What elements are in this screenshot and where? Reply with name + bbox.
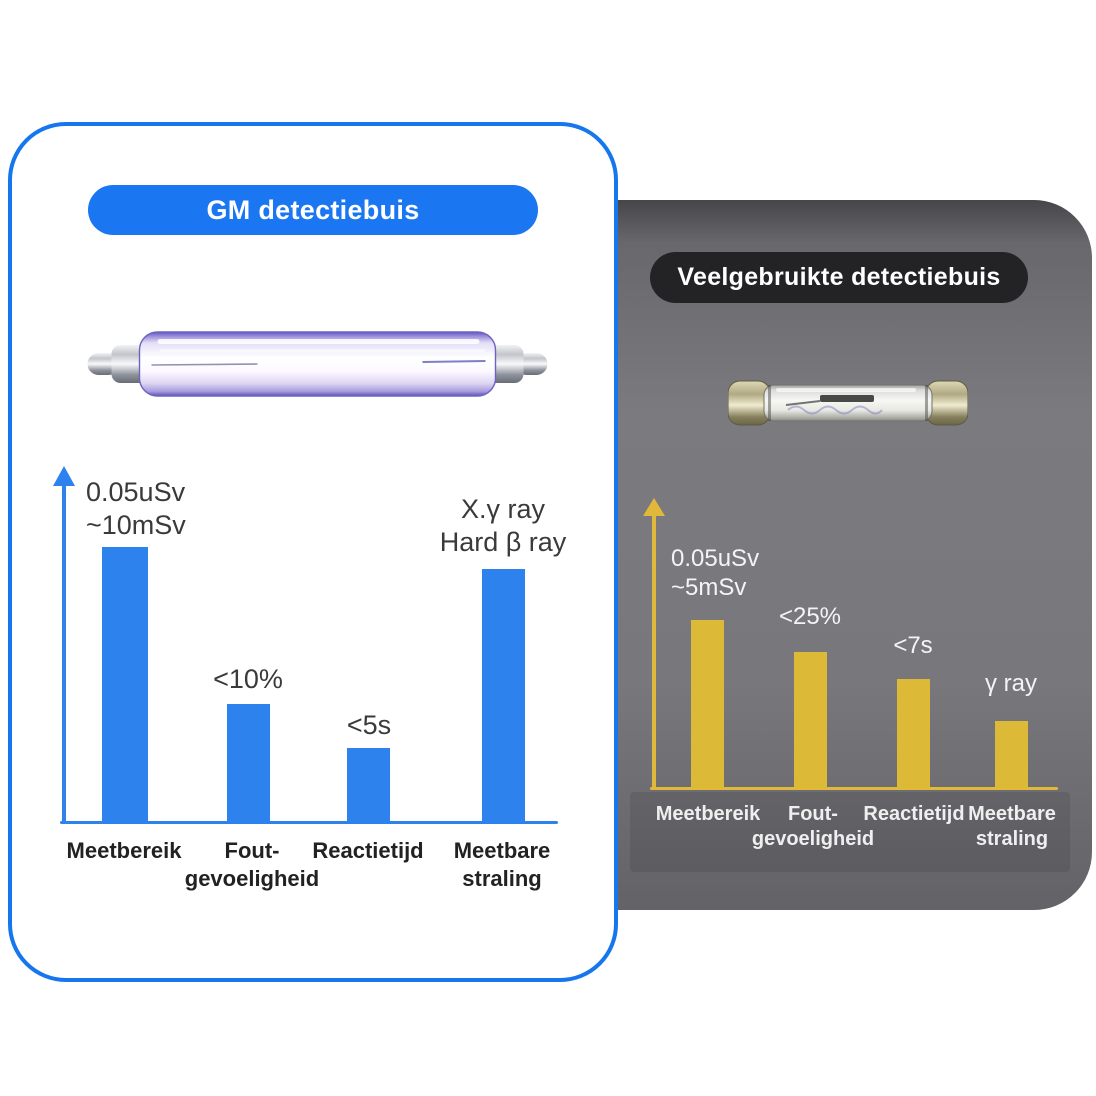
value-label-meetbereik-common: 0.05uSv ~5mSv <box>671 545 760 602</box>
right-panel-title: Veelgebruikte detectiebuis <box>677 263 1001 291</box>
value-label-reactietijd-gm: <5s <box>346 710 392 740</box>
category-foutgevoeligheid-common: Fout- gevoeligheid <box>751 803 875 850</box>
bar-meetbare-straling-gm <box>482 547 525 822</box>
category-reactietijd-common: Reactietijd <box>863 803 965 825</box>
category-meetbereik-gm: Meetbereik <box>66 838 182 863</box>
left-x-axis-line <box>60 821 558 824</box>
bar-meetbereik-gm <box>102 547 148 822</box>
value-label-foutgevoeligheid-gm: <10% <box>213 664 283 694</box>
bar-foutgevoeligheid-gm <box>227 547 270 822</box>
bar-foutgevoeligheid-common <box>794 620 827 788</box>
left-y-axis-arrow-icon <box>53 466 75 486</box>
value-label-meetbereik-gm: 0.05uSv ~10mSv <box>86 477 186 540</box>
right-y-axis-arrow-icon <box>643 498 665 516</box>
category-meetbare-straling-common: Meetbare straling <box>968 803 1056 850</box>
bar-reactietijd-gm <box>347 547 390 822</box>
category-meetbereik-common: Meetbereik <box>655 803 761 825</box>
bar-reactietijd-common <box>897 620 930 788</box>
bar-meetbare-straling-common <box>995 620 1028 788</box>
left-panel-title: GM detectiebuis <box>206 194 420 225</box>
gm-tube-illustration <box>87 331 548 397</box>
right-y-axis-line <box>652 514 656 789</box>
value-label-reactietijd-common: <7s <box>893 632 933 659</box>
bar-meetbereik-common <box>691 620 724 788</box>
right-panel-title-pill: Veelgebruikte detectiebuis <box>650 252 1028 303</box>
right-x-axis-line <box>650 787 1058 790</box>
category-reactietijd-gm: Reactietijd <box>312 838 424 863</box>
left-panel-title-pill: GM detectiebuis <box>88 185 538 235</box>
category-foutgevoeligheid-gm: Fout- gevoeligheid <box>184 838 320 891</box>
label-band-shade <box>630 792 1070 872</box>
category-meetbare-straling-gm: Meetbare straling <box>453 838 551 891</box>
value-label-foutgevoeligheid-common: <25% <box>778 603 842 630</box>
value-label-meetbare-straling-common: γ ray <box>984 670 1037 697</box>
left-y-axis-line <box>62 484 66 823</box>
value-label-meetbare-straling-gm: X.γ ray Hard β ray <box>439 494 567 557</box>
common-tube-illustration <box>728 380 968 426</box>
